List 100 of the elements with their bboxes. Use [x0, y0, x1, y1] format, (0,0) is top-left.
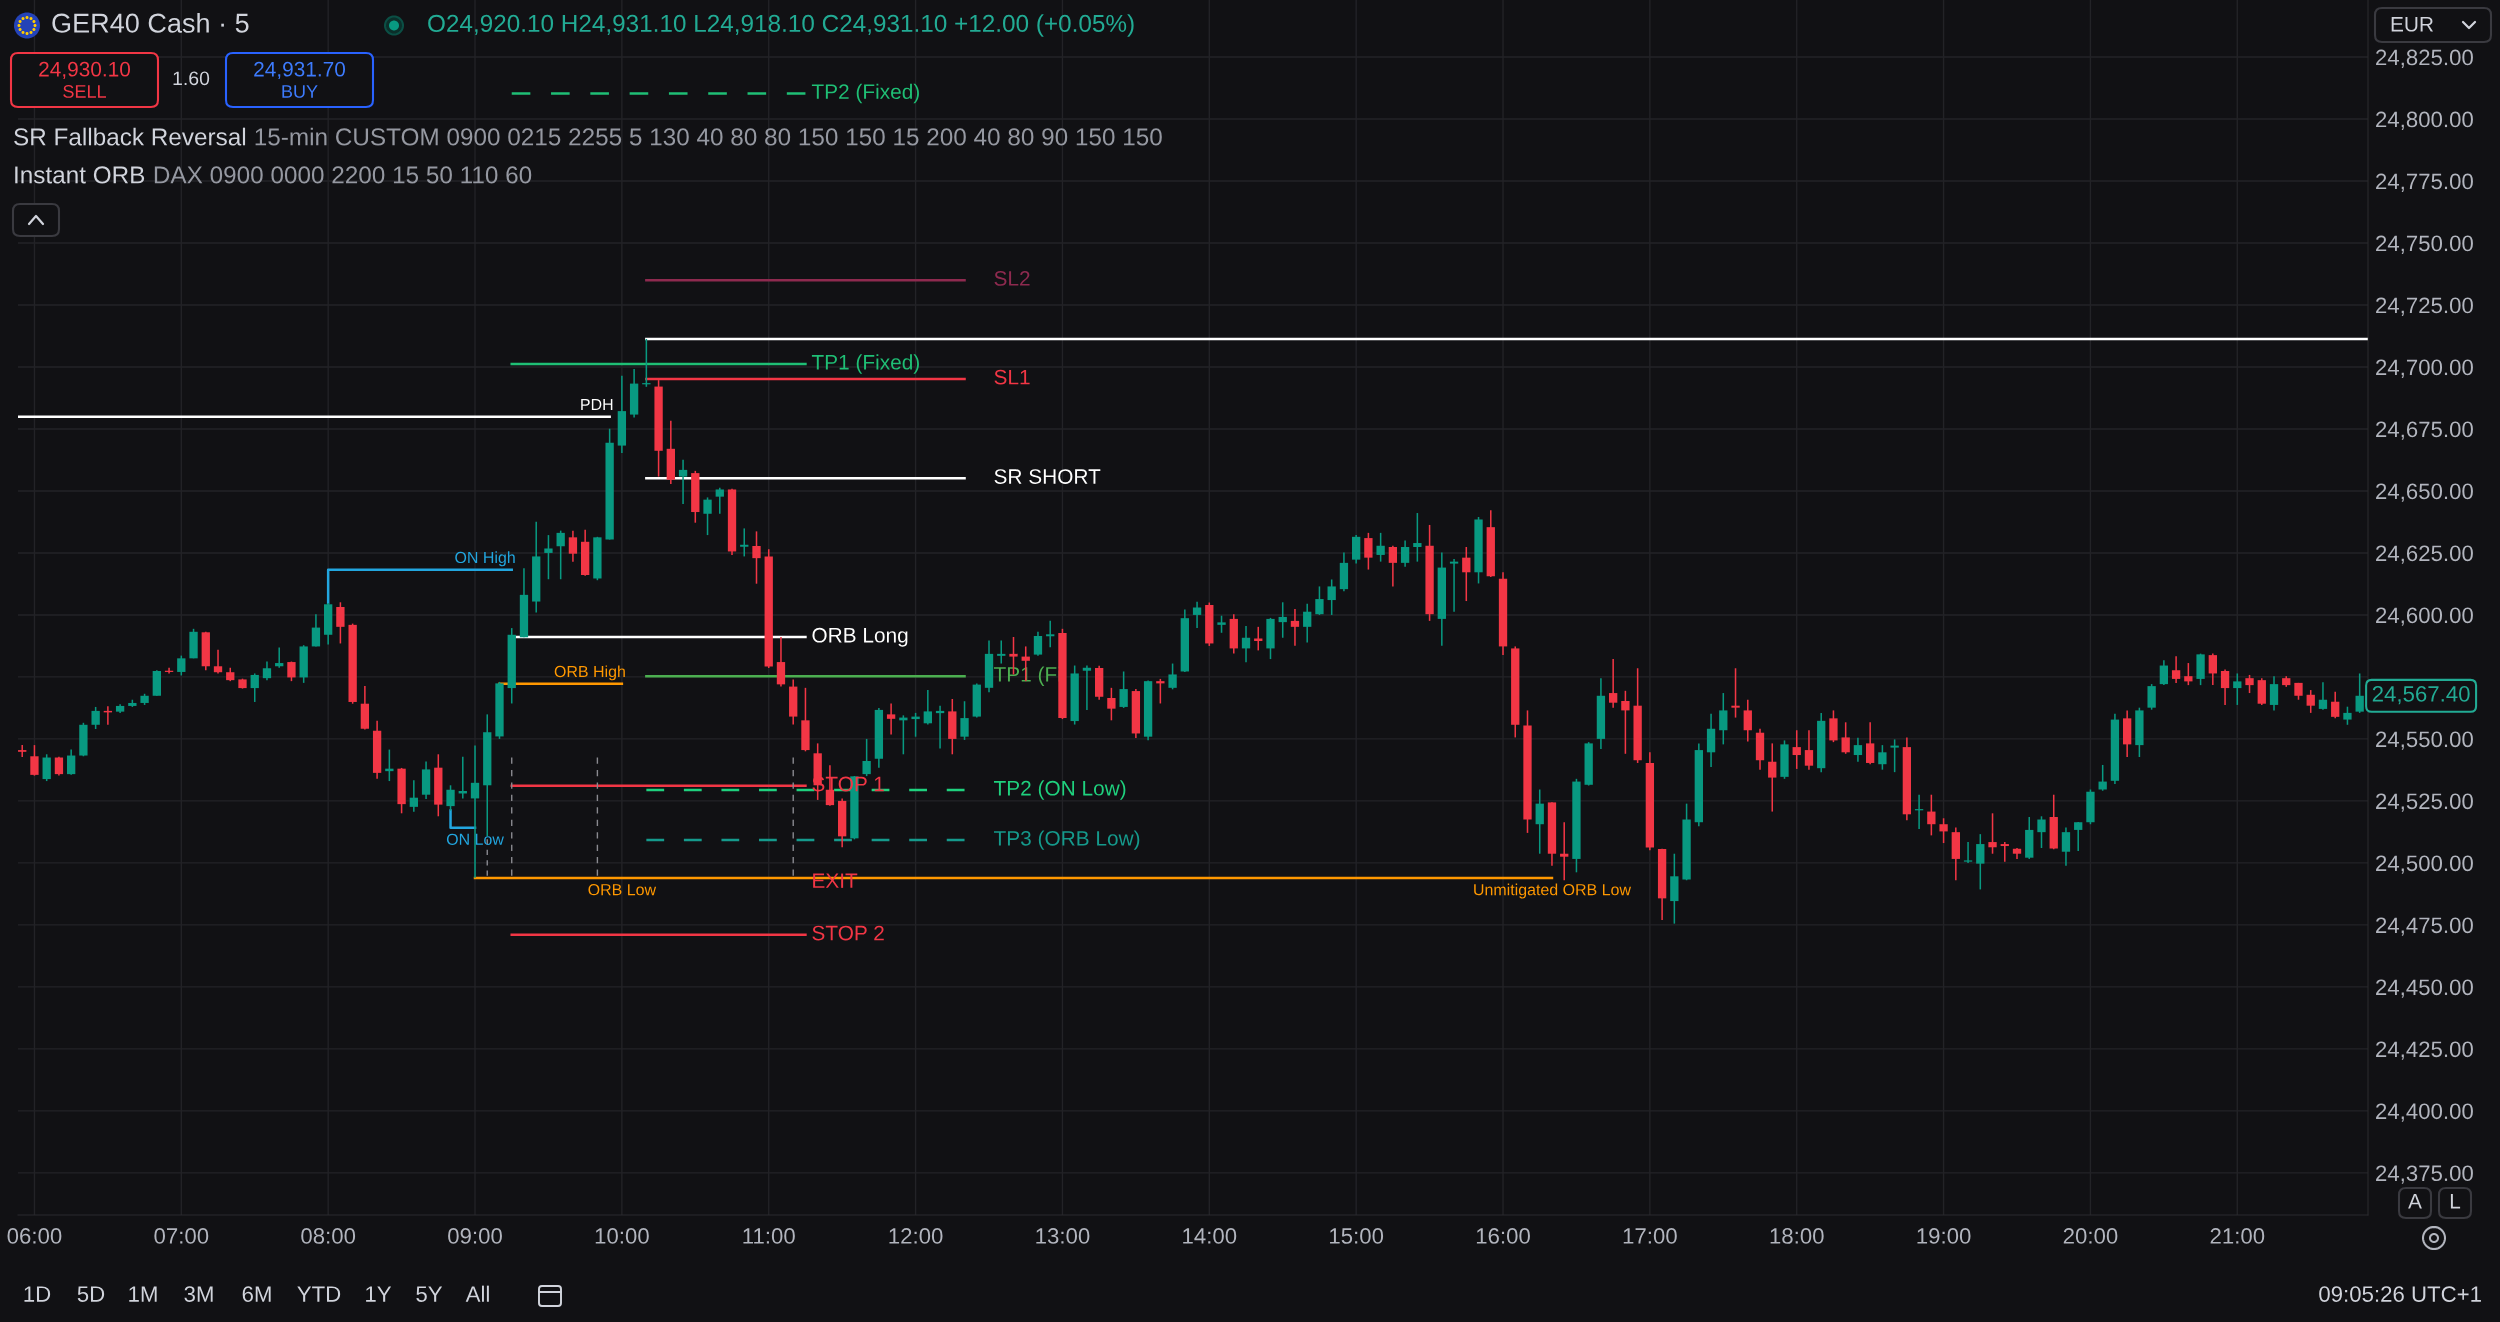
- candlestick: [409, 779, 418, 813]
- candlestick: [2184, 662, 2193, 686]
- candlestick: [1462, 546, 1471, 602]
- candlestick: [715, 486, 724, 515]
- candlestick: [1278, 601, 1287, 639]
- candlestick: [2269, 675, 2279, 712]
- annotation: 15-min CUSTOM 0900 0215 2255 5 130 40 80 80 150 150 15 200 40 80 90 150 150: [255, 127, 1162, 146]
- text: 5Y: [416, 1286, 443, 1302]
- candlestick: [1156, 678, 1165, 705]
- candlestick: [177, 654, 186, 677]
- candlestick: [1804, 729, 1814, 771]
- candlestick: [862, 738, 871, 777]
- candlestick: [1107, 687, 1116, 722]
- y-tick-label: 24,475.00: [2376, 917, 2473, 936]
- candlestick: [1841, 721, 1850, 755]
- text: A: [2408, 1194, 2422, 1209]
- text: YTD: [297, 1286, 341, 1302]
- series-label: ORB Long: [812, 627, 908, 647]
- candlestick: [2331, 691, 2340, 720]
- candlestick: [2098, 764, 2107, 792]
- candlestick: [1254, 626, 1263, 652]
- candlestick: [960, 700, 969, 741]
- series-label: ON Low: [446, 833, 504, 845]
- series-label: ORB High: [554, 665, 625, 681]
- x-tick-label: 09:00: [448, 1228, 502, 1244]
- y-tick-label: 24,525.00: [2376, 793, 2473, 812]
- candlestick: [2233, 672, 2242, 706]
- candlestick: [91, 706, 100, 730]
- candlestick: [1168, 662, 1177, 691]
- x-tick-label: 10:00: [595, 1228, 649, 1244]
- y-tick-label: 24,400.00: [2376, 1103, 2473, 1122]
- candlestick: [18, 744, 27, 758]
- x-tick-label: 15:00: [1330, 1228, 1384, 1244]
- candlestick: [1609, 658, 1618, 709]
- x-tick-label: 19:00: [1917, 1228, 1971, 1244]
- chart-title: GER40 Cash · 5: [52, 12, 249, 33]
- candlestick: [1878, 744, 1887, 771]
- candlestick: [311, 613, 321, 648]
- candlestick: [1327, 578, 1336, 616]
- x-tick-label: 08:00: [301, 1228, 356, 1244]
- candlestick: [1988, 812, 1997, 855]
- candlestick: [997, 639, 1006, 665]
- candlestick: [886, 702, 896, 736]
- series-label: STOP 2: [812, 925, 884, 941]
- text: 6M: [242, 1286, 271, 1302]
- candlestick: [642, 338, 651, 388]
- candlestick: [336, 601, 345, 645]
- annotation: DAX 0900 0000 2200 15 50 110 60: [154, 166, 532, 184]
- candlestick: [2245, 674, 2254, 694]
- candlestick: [2037, 815, 2046, 849]
- candlestick: [262, 660, 272, 681]
- x-tick-label: 11:00: [743, 1228, 795, 1244]
- text: All: [465, 1285, 489, 1302]
- series-label: PDH: [581, 398, 613, 410]
- candlestick: [1400, 539, 1410, 568]
- annotation: O24,920.10 H24,931.10 L24,918.10 C24,931.10 +12.00 (+0.05%): [428, 14, 1134, 37]
- candlestick: [1033, 631, 1043, 657]
- candlestick: [678, 458, 688, 505]
- x-tick-label: 06:00: [7, 1228, 62, 1244]
- candlestick: [1376, 532, 1385, 563]
- candlestick: [2171, 655, 2181, 684]
- candlestick: [1303, 603, 1312, 644]
- candlestick: [1706, 712, 1716, 768]
- candlestick: [2306, 689, 2315, 714]
- candlestick: [1364, 532, 1373, 571]
- candlestick: [1241, 625, 1251, 664]
- x-tick-label: 07:00: [154, 1228, 209, 1244]
- y-tick-label: 24,425.00: [2376, 1041, 2473, 1060]
- candlestick: [30, 744, 39, 777]
- candlestick: [446, 784, 455, 812]
- x-tick-label: 14:00: [1183, 1228, 1237, 1244]
- annotation: SELL: [63, 85, 106, 98]
- candlestick: [2147, 683, 2156, 711]
- candlestick: [2159, 659, 2169, 686]
- text: 09:05:26 UTC+1: [2319, 1286, 2481, 1302]
- candlestick: [2061, 826, 2071, 867]
- y-tick-label: 24,750.00: [2376, 235, 2473, 254]
- x-tick-label: 18:00: [1770, 1228, 1824, 1244]
- candlestick: [544, 534, 553, 580]
- candlestick: [1890, 738, 1899, 773]
- text: 1D: [24, 1286, 51, 1302]
- candlestick: [1927, 793, 1936, 837]
- text: EUR: [2391, 17, 2434, 32]
- candlestick: [1119, 670, 1128, 709]
- candlestick: [1731, 667, 1740, 719]
- y-tick-label: 24,650.00: [2376, 483, 2473, 502]
- text: 1Y: [366, 1286, 392, 1302]
- y-tick-label: 24,600.00: [2376, 607, 2473, 626]
- x-tick-label: 13:00: [1036, 1228, 1090, 1244]
- candlestick: [1768, 742, 1777, 813]
- text: L: [2450, 1194, 2461, 1209]
- y-tick-label: 24,825.00: [2376, 49, 2473, 68]
- candlestick: [1449, 558, 1459, 613]
- x-tick-label: 20:00: [2063, 1228, 2118, 1244]
- candlestick: [2074, 821, 2083, 852]
- candlestick: [1976, 833, 1985, 891]
- annotation: Instant ORB: [15, 166, 145, 184]
- candlestick: [2208, 652, 2217, 686]
- series-label: TP2 (Fixed): [811, 83, 919, 104]
- series-label: ON High: [455, 551, 515, 567]
